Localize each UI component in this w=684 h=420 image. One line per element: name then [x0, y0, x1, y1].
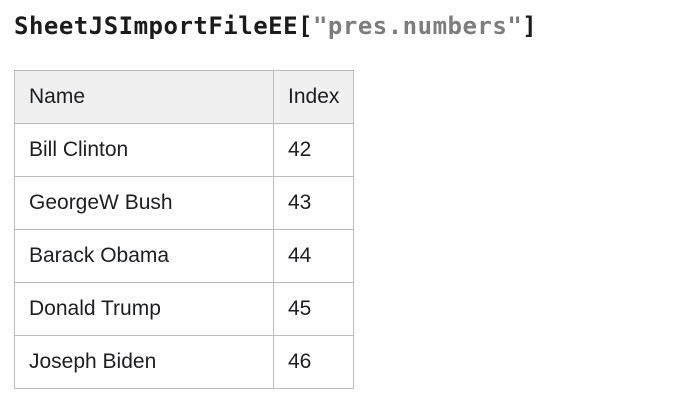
table-header-row: Name Index: [14, 70, 355, 125]
cell-name: Donald Trump: [14, 282, 274, 337]
cell-index: 46: [272, 335, 355, 390]
cell-index: 42: [272, 123, 355, 178]
column-header-name: Name: [14, 70, 274, 125]
table-row: GeorgeW Bush 43: [14, 176, 355, 231]
table-row: Barack Obama 44: [14, 229, 355, 284]
cell-name: Bill Clinton: [14, 123, 274, 178]
column-header-index: Index: [272, 70, 355, 125]
cell-index: 45: [272, 282, 355, 337]
cell-index: 43: [272, 176, 355, 231]
title-suffix: ]: [522, 12, 538, 40]
presidents-table: Name Index Bill Clinton 42 GeorgeW Bush …: [14, 70, 355, 390]
cell-name: Joseph Biden: [14, 335, 274, 390]
title-string-literal: "pres.numbers": [312, 12, 523, 40]
table-row: Donald Trump 45: [14, 282, 355, 337]
cell-name: GeorgeW Bush: [14, 176, 274, 231]
cell-name: Barack Obama: [14, 229, 274, 284]
page-title: SheetJSImportFileEE["pres.numbers"]: [14, 10, 684, 42]
cell-index: 44: [272, 229, 355, 284]
table-row: Bill Clinton 42: [14, 123, 355, 178]
page: SheetJSImportFileEE["pres.numbers"] Name…: [14, 10, 684, 390]
table-row: Joseph Biden 46: [14, 335, 355, 390]
title-prefix: SheetJSImportFileEE[: [14, 12, 313, 40]
